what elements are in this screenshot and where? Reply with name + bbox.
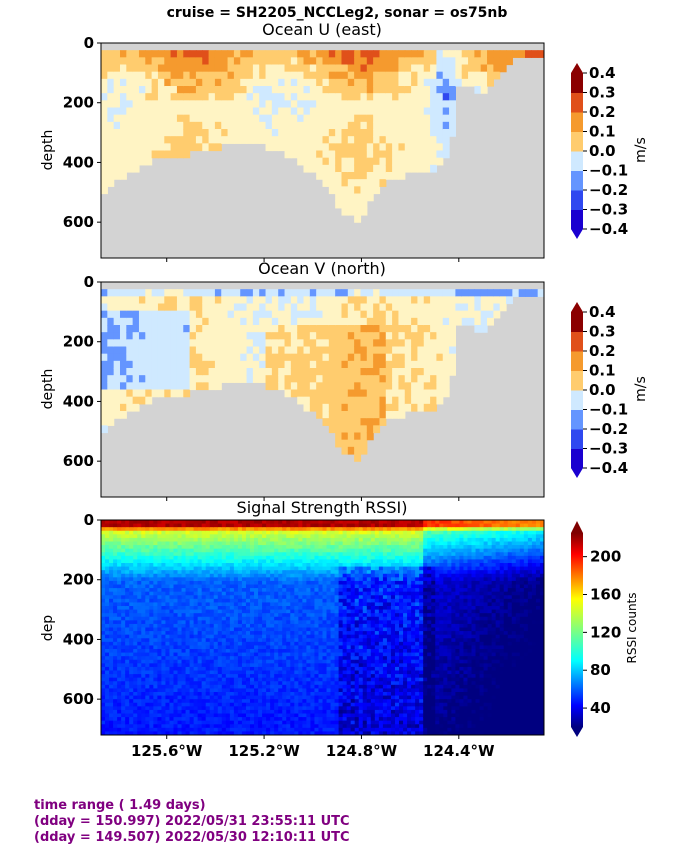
colorbar-tick-label: −0.2 bbox=[589, 420, 628, 438]
colorbar-label-v: m/s bbox=[633, 376, 649, 402]
y-tick-label: 600 bbox=[63, 213, 94, 231]
colorbar-tick-label: −0.3 bbox=[589, 201, 628, 219]
y-axis-v: 0 200 400 600 bbox=[63, 273, 101, 470]
panel-rssi: Signal Strength RSSI) 0 200 400 600 dep 125… bbox=[40, 498, 639, 760]
y-tick-label: 400 bbox=[63, 392, 94, 410]
y-tick-label: 400 bbox=[63, 153, 94, 171]
colorbar-tick-label: 0.0 bbox=[589, 381, 616, 399]
colorbar-u: 0.4 0.30.2 0.10.0 −0.1−0.2 −0.3−0.4 bbox=[571, 63, 628, 239]
y-tick-label: 0 bbox=[84, 34, 94, 52]
x-tick-label: 124.4°W bbox=[423, 742, 495, 760]
x-tick-label: 125.6°W bbox=[131, 742, 203, 760]
panel-title-v: Ocean V (north) bbox=[258, 259, 386, 278]
x-tick-label: 125.2°W bbox=[228, 742, 300, 760]
y-tick-label: 0 bbox=[84, 273, 94, 291]
colorbar-tick-label: −0.1 bbox=[589, 401, 628, 419]
ylabel-u: depth bbox=[40, 130, 56, 171]
colorbar-tick-label: −0.2 bbox=[589, 181, 628, 199]
colorbar-tick-label: 120 bbox=[590, 623, 621, 641]
y-tick-label: 400 bbox=[63, 630, 94, 648]
colorbar-tick-label: −0.3 bbox=[589, 440, 628, 458]
heatmap-v bbox=[101, 282, 544, 497]
colorbar-tick-label: 0.1 bbox=[589, 362, 616, 380]
y-tick-label: 0 bbox=[84, 511, 94, 529]
colorbar-tick-label: 0.4 bbox=[589, 303, 616, 321]
colorbar-rssi: 200 160 120 80 40 bbox=[571, 521, 621, 737]
colorbar-tick-label: 0.2 bbox=[589, 342, 616, 360]
ylabel-v: depth bbox=[40, 369, 56, 410]
y-tick-label: 600 bbox=[63, 452, 94, 470]
panel-title-rssi: Signal Strength RSSI) bbox=[237, 498, 408, 517]
colorbar-tick-label: −0.4 bbox=[589, 220, 628, 238]
colorbar-tick-label: 40 bbox=[590, 699, 611, 717]
heatmap-u bbox=[101, 43, 544, 258]
colorbar-label-u: m/s bbox=[633, 137, 649, 163]
colorbar-tick-label: 0.3 bbox=[589, 323, 616, 341]
x-axis-rssi: 125.6°W 125.2°W 124.8°W 124.4°W bbox=[131, 735, 495, 760]
time-range-footer: time range ( 1.49 days) (dday = 150.997)… bbox=[34, 798, 350, 846]
footer-line-2: (dday = 150.997) 2022/05/31 23:55:11 UTC bbox=[34, 814, 350, 829]
y-tick-label: 600 bbox=[63, 690, 94, 708]
y-axis-rssi: 0 200 400 600 bbox=[63, 511, 101, 708]
colorbar-tick-label: 200 bbox=[590, 548, 621, 566]
colorbar-tick-label: 160 bbox=[590, 586, 621, 604]
colorbar-tick-label: 0.1 bbox=[589, 123, 616, 141]
colorbar-tick-label: −0.1 bbox=[589, 162, 628, 180]
ylabel-rssi: dep bbox=[40, 615, 56, 642]
colorbar-tick-label: 80 bbox=[590, 661, 611, 679]
colorbar-tick-label: 0.2 bbox=[589, 103, 616, 121]
footer-line-3: (dday = 149.507) 2022/05/30 12:10:11 UTC bbox=[34, 830, 350, 845]
y-axis-u: 0 200 400 600 bbox=[63, 34, 101, 231]
colorbar-tick-label: −0.4 bbox=[589, 459, 628, 477]
y-tick-label: 200 bbox=[63, 94, 94, 112]
suptitle: cruise = SH2205_NCCLeg2, sonar = os75nb bbox=[167, 5, 508, 21]
y-tick-label: 200 bbox=[63, 333, 94, 351]
colorbar-label-rssi: RSSI counts bbox=[625, 592, 639, 663]
colorbar-tick-label: 0.3 bbox=[589, 84, 616, 102]
heatmap-rssi bbox=[101, 520, 544, 735]
colorbar-v: 0.4 0.30.2 0.10.0 −0.1−0.2 −0.3−0.4 bbox=[571, 302, 628, 478]
panel-title-u: Ocean U (east) bbox=[262, 20, 382, 39]
x-tick-label: 124.8°W bbox=[326, 742, 398, 760]
y-tick-label: 200 bbox=[63, 571, 94, 589]
colorbar-tick-label: 0.4 bbox=[589, 64, 616, 82]
footer-line-1: time range ( 1.49 days) bbox=[34, 798, 206, 813]
colorbar-tick-label: 0.0 bbox=[589, 142, 616, 160]
